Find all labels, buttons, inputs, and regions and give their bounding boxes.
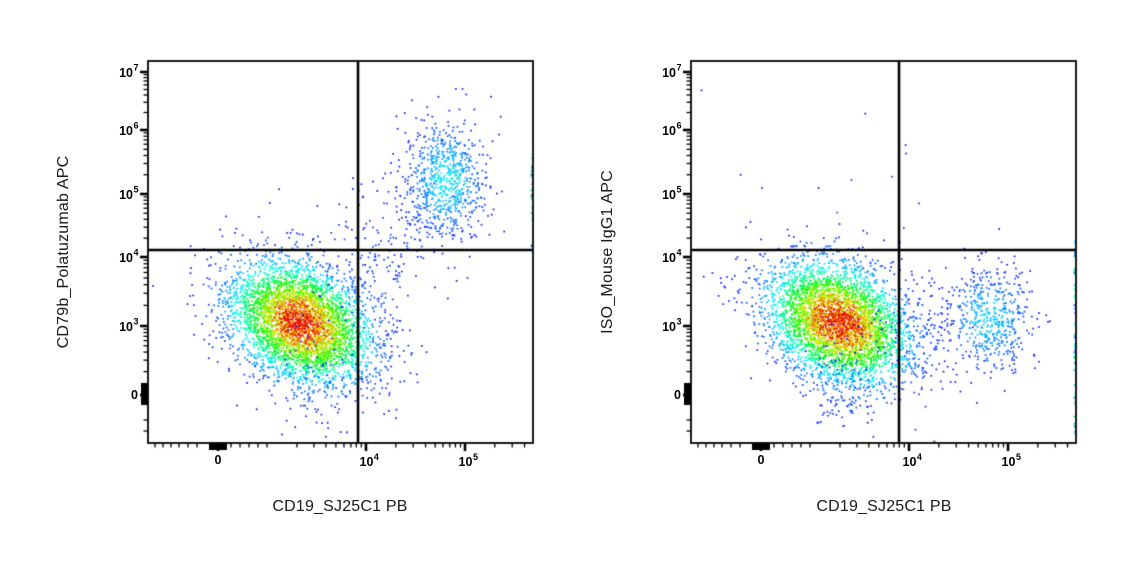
- x-tick-label: 105: [458, 452, 478, 470]
- y-tick-label: 107: [662, 62, 682, 80]
- y-axis-label-left-plot: CD79b_Polatuzumab APC: [55, 155, 72, 349]
- y-tick-label: 104: [662, 247, 682, 265]
- x-axis-label-left-plot: CD19_SJ25C1 PB: [272, 498, 408, 515]
- y-tick-label: 105: [662, 184, 682, 202]
- y-tick-label: 103: [662, 316, 682, 334]
- x-tick-label: 104: [902, 452, 922, 470]
- y-tick-label: 103: [119, 316, 139, 334]
- y-axis-label-right-plot: ISO_Mouse IgG1 APC: [599, 170, 616, 334]
- y-tick-label: 104: [119, 247, 139, 265]
- x-axis-label-right-plot: CD19_SJ25C1 PB: [816, 498, 952, 515]
- y-tick-label: 105: [119, 184, 139, 202]
- x-tick-label: 105: [1001, 452, 1021, 470]
- x-tick-label: 0: [757, 453, 765, 467]
- x-tick-label: 0: [214, 453, 222, 467]
- y-tick-label: 0: [674, 387, 681, 402]
- y-tick-label: 106: [662, 120, 682, 138]
- y-tick-label: 106: [119, 120, 139, 138]
- y-tick-label: 0: [131, 387, 138, 402]
- x-tick-label: 104: [359, 452, 379, 470]
- y-tick-label: 107: [119, 62, 139, 80]
